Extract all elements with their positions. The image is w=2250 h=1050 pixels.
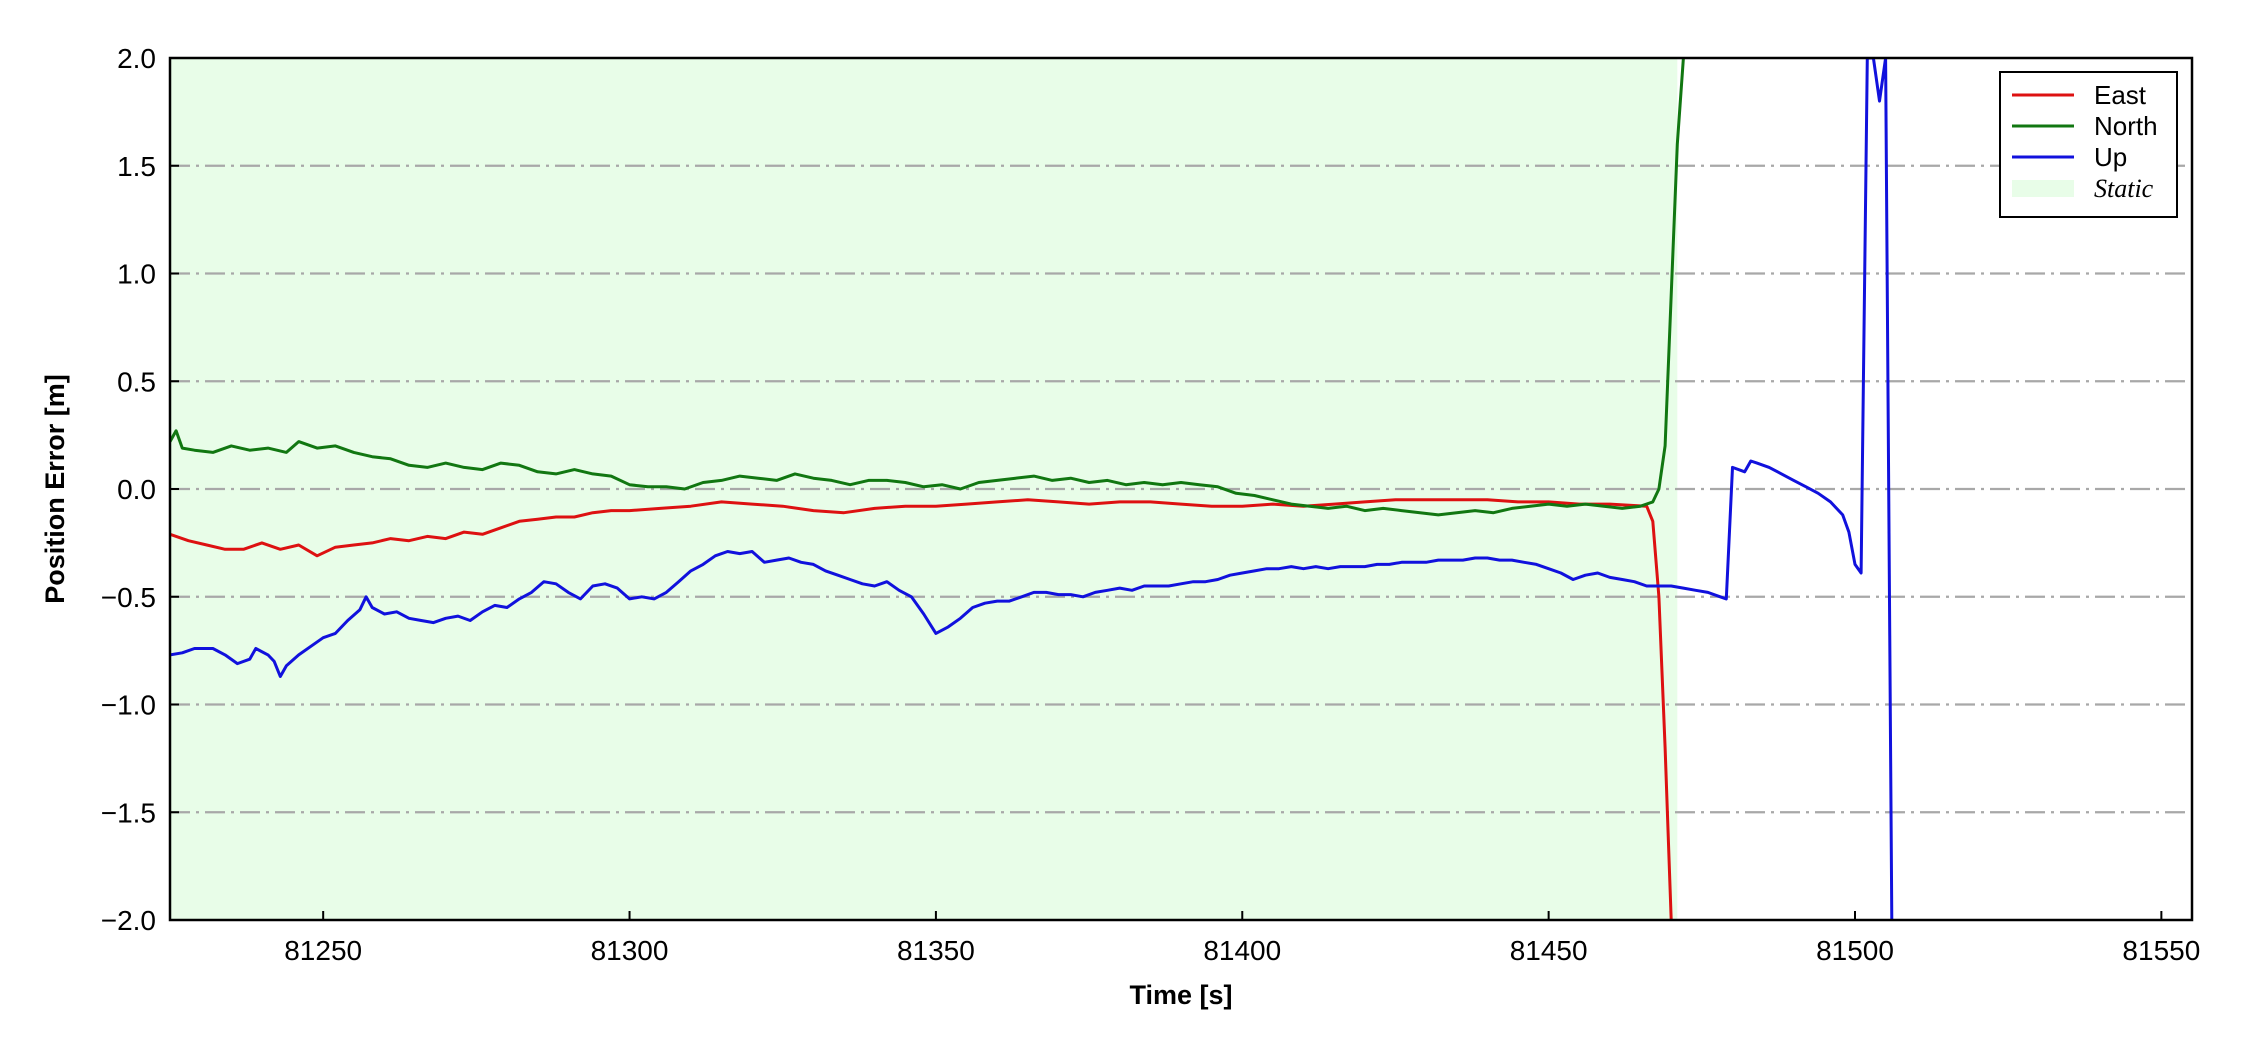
y-tick-label-5: 0.5 bbox=[117, 366, 156, 397]
legend-label-east: East bbox=[2094, 80, 2147, 110]
series-layer bbox=[170, 58, 1894, 920]
legend-swatch-static bbox=[2012, 180, 2074, 197]
x-tick-label-5: 81500 bbox=[1816, 935, 1894, 966]
y-tick-label-2: −1.0 bbox=[101, 690, 156, 721]
x-tick-label-1: 81300 bbox=[591, 935, 669, 966]
y-tick-label-4: 0.0 bbox=[117, 474, 156, 505]
x-tick-label-0: 81250 bbox=[284, 935, 362, 966]
x-axis-title: Time [s] bbox=[1129, 980, 1232, 1010]
legend: East North Up Static bbox=[1999, 71, 2178, 218]
y-axis-ticks: −2.0 −1.5 −1.0 −0.5 0.0 0.5 1.0 1.5 2.0 bbox=[101, 43, 179, 936]
x-tick-label-2: 81350 bbox=[897, 935, 975, 966]
legend-label-up: Up bbox=[2094, 142, 2127, 172]
y-tick-label-6: 1.0 bbox=[117, 259, 156, 290]
y-tick-label-8: 2.0 bbox=[117, 43, 156, 74]
y-tick-label-3: −0.5 bbox=[101, 582, 156, 613]
x-axis-ticks: 81250 81300 81350 81400 81450 81500 81550 bbox=[284, 911, 2200, 966]
y-axis-title: Position Error [m] bbox=[40, 374, 70, 604]
series-line-up bbox=[170, 58, 1894, 920]
series-line-north bbox=[170, 58, 1685, 517]
y-tick-label-0: −2.0 bbox=[101, 905, 156, 936]
y-tick-label-7: 1.5 bbox=[117, 151, 156, 182]
series-line-east bbox=[170, 498, 1673, 920]
y-tick-label-1: −1.5 bbox=[101, 797, 156, 828]
x-tick-label-6: 81550 bbox=[2122, 935, 2200, 966]
legend-label-north: North bbox=[2094, 111, 2158, 141]
legend-label-static: Static bbox=[2094, 174, 2154, 203]
x-tick-label-4: 81450 bbox=[1510, 935, 1588, 966]
grid-layer bbox=[170, 164, 2192, 814]
x-tick-label-3: 81400 bbox=[1203, 935, 1281, 966]
